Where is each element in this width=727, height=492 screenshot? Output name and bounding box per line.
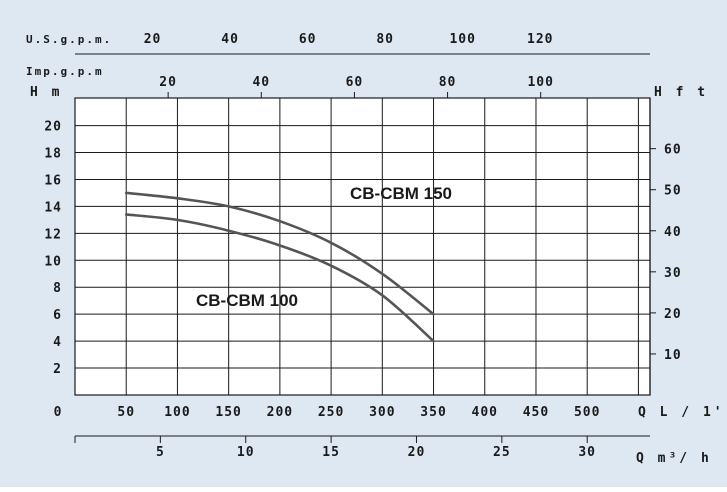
grid-lines <box>75 98 650 395</box>
head-ft-tick-label: 40 <box>664 225 682 240</box>
flow-lpm-tick-label: 500 <box>574 405 600 420</box>
head-ft-axis-label: H f t <box>654 85 708 100</box>
head-ft-tick-label: 50 <box>664 184 682 199</box>
head-m-tick-label: 10 <box>44 254 62 269</box>
head-m-axis-label: H m <box>30 85 62 100</box>
us-gpm-tick-label: 60 <box>299 32 317 47</box>
head-ft-tick-label: 20 <box>664 307 682 322</box>
series-label-cb-cbm-100: CB-CBM 100 <box>196 291 298 310</box>
head-ft-tick-label: 60 <box>664 143 682 158</box>
head-m-tick-label: 8 <box>53 281 62 296</box>
flow-lpm-axis-label: Q L / 1' <box>638 405 725 420</box>
plot-area <box>74 97 651 396</box>
flow-lpm-tick-label: 100 <box>164 405 190 420</box>
flow-lpm-tick-label: 50 <box>117 405 135 420</box>
curve-cb-cbm-100 <box>124 213 435 343</box>
imp-gpm-tick-label: 20 <box>159 75 177 90</box>
flow-m3h-tick-label: 15 <box>322 445 340 460</box>
us-gpm-tick-label: 40 <box>221 32 239 47</box>
head-m-tick-label: 20 <box>44 120 62 135</box>
us-gpm-tick-label: 100 <box>449 32 475 47</box>
flow-lpm-tick-label: 250 <box>318 405 344 420</box>
flow-lpm-tick-label: 300 <box>369 405 395 420</box>
imp-gpm-tick-label: 80 <box>439 75 457 90</box>
flow-m3h-tick-label: 20 <box>408 445 426 460</box>
curve-cb-cbm-150 <box>124 191 435 316</box>
head-ft-tick-label: 10 <box>664 348 682 363</box>
flow-lpm-tick-label: 150 <box>215 405 241 420</box>
series-label-cb-cbm-150: CB-CBM 150 <box>350 184 452 203</box>
us-gpm-tick-label: 120 <box>527 32 553 47</box>
flow-m3h-tick-label: 30 <box>578 445 596 460</box>
flow-m3h-tick-label: 10 <box>237 445 255 460</box>
head-m-tick-label: 16 <box>44 173 62 188</box>
imp-gpm-axis-label: Imp.g.p.m <box>26 65 104 78</box>
head-m-tick-label: 6 <box>53 308 62 323</box>
performance-curves <box>124 191 435 343</box>
flow-m3h-tick-label: 25 <box>493 445 511 460</box>
flow-lpm-tick-label: 450 <box>523 405 549 420</box>
us-gpm-axis-label: U.S.g.p.m. <box>26 33 112 46</box>
head-ft-tick-label: 30 <box>664 266 682 281</box>
head-m-tick-label: 2 <box>53 362 62 377</box>
flow-lpm-tick-label: 400 <box>472 405 498 420</box>
us-gpm-tick-label: 20 <box>144 32 162 47</box>
us-gpm-tick-label: 80 <box>376 32 394 47</box>
head-m-tick-label: 12 <box>44 227 62 242</box>
flow-lpm-tick-label: 200 <box>267 405 293 420</box>
imp-gpm-tick-label: 60 <box>346 75 364 90</box>
head-m-tick-label: 14 <box>44 200 62 215</box>
flow-m3h-tick-label: 5 <box>156 445 165 460</box>
imp-gpm-tick-label: 100 <box>527 75 553 90</box>
flow-lpm-tick-label: 350 <box>420 405 446 420</box>
imp-gpm-tick-label: 40 <box>252 75 270 90</box>
head-m-tick-label: 18 <box>44 147 62 162</box>
head-m-tick-label: 4 <box>53 335 62 350</box>
flow-m3h-axis-label: Q m³/ h <box>636 451 712 466</box>
flow-lpm-tick-label: 0 <box>54 405 63 420</box>
